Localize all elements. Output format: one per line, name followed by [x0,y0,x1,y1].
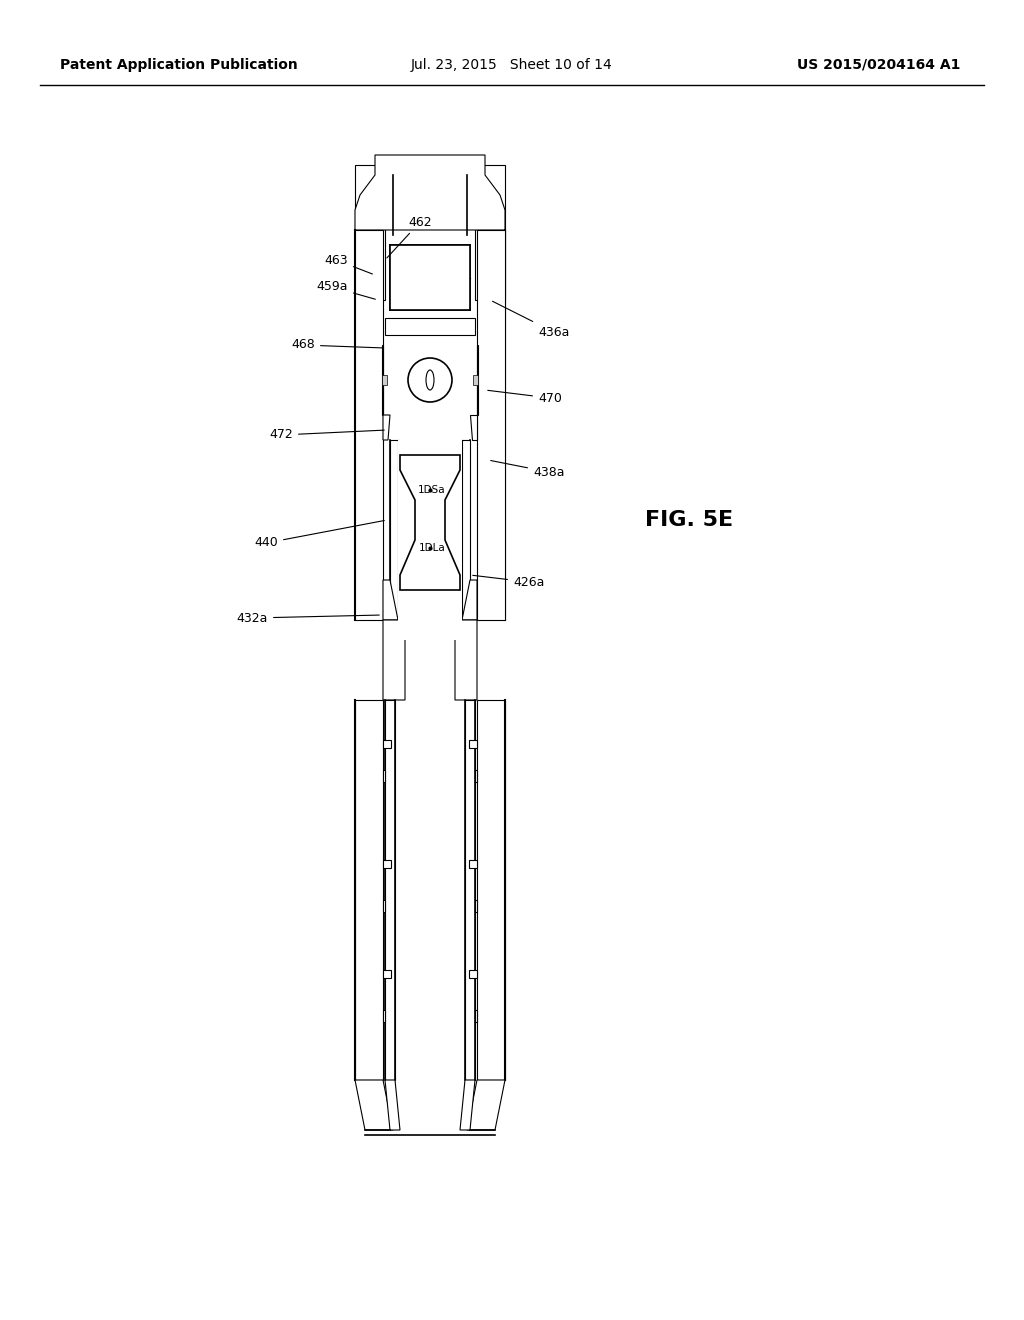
Polygon shape [455,620,477,700]
Text: 472: 472 [269,429,384,441]
Polygon shape [385,700,395,1080]
Polygon shape [385,1080,400,1130]
Bar [382,375,387,385]
Polygon shape [355,1080,393,1130]
Polygon shape [475,1010,477,1022]
Text: Jul. 23, 2015   Sheet 10 of 14: Jul. 23, 2015 Sheet 10 of 14 [411,58,613,73]
Polygon shape [383,579,398,620]
Polygon shape [467,1080,505,1130]
Polygon shape [383,1010,385,1022]
Polygon shape [475,900,477,912]
Polygon shape [400,455,460,590]
Polygon shape [383,770,385,781]
Polygon shape [469,741,477,748]
Text: 426a: 426a [473,576,545,589]
Text: 459a: 459a [316,281,376,300]
Polygon shape [390,440,398,640]
Text: 463: 463 [325,253,373,275]
Polygon shape [383,620,406,700]
Bar [398,440,462,640]
Polygon shape [475,770,477,781]
Polygon shape [383,900,385,912]
Polygon shape [475,165,505,300]
Text: FIG. 5E: FIG. 5E [645,510,733,531]
Ellipse shape [426,370,434,389]
Polygon shape [355,154,505,230]
Polygon shape [469,861,477,869]
Bar [473,375,478,385]
Polygon shape [469,970,477,978]
Text: 438a: 438a [490,461,564,479]
Bar [390,246,470,310]
Text: 468: 468 [291,338,382,351]
Polygon shape [383,970,391,978]
Polygon shape [460,1080,475,1130]
Text: 436a: 436a [493,301,569,338]
Polygon shape [462,579,477,620]
Text: US 2015/0204164 A1: US 2015/0204164 A1 [797,58,961,73]
Polygon shape [385,318,475,335]
Polygon shape [470,414,477,440]
Polygon shape [355,165,385,300]
Text: 470: 470 [487,391,562,404]
Polygon shape [462,440,470,640]
Polygon shape [477,700,505,1080]
Polygon shape [355,700,383,1080]
Polygon shape [355,230,383,620]
Text: 1DSa: 1DSa [418,484,445,495]
Text: 1DLa: 1DLa [419,543,445,553]
Polygon shape [383,414,390,440]
Text: 432a: 432a [237,611,379,624]
Polygon shape [383,741,391,748]
Polygon shape [383,861,391,869]
Polygon shape [477,230,505,620]
Circle shape [408,358,452,403]
Text: Patent Application Publication: Patent Application Publication [60,58,298,73]
Text: 462: 462 [387,215,432,257]
Text: 440: 440 [254,520,384,549]
Polygon shape [465,700,475,1080]
